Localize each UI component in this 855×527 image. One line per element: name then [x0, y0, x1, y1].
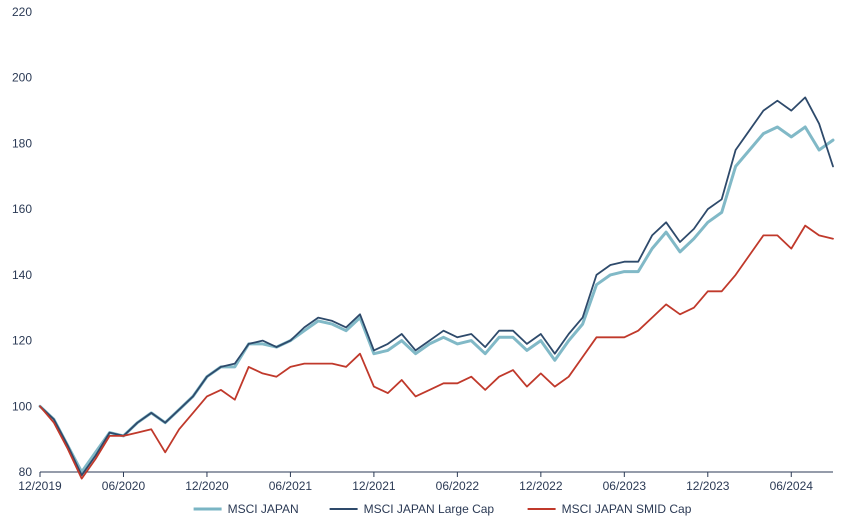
y-tick-label: 120: [12, 334, 32, 348]
x-tick-label: 12/2020: [185, 479, 229, 493]
x-tick-label: 12/2023: [686, 479, 730, 493]
y-tick-label: 180: [12, 136, 32, 150]
legend-label: MSCI JAPAN: [228, 502, 299, 516]
y-tick-label: 160: [12, 202, 32, 216]
x-tick-label: 06/2024: [770, 479, 814, 493]
x-tick-label: 12/2019: [18, 479, 62, 493]
x-tick-label: 06/2021: [269, 479, 313, 493]
x-tick-label: 12/2021: [352, 479, 396, 493]
x-tick-label: 06/2020: [102, 479, 146, 493]
y-tick-label: 100: [12, 399, 32, 413]
line-chart: 80 100 120 140 160 180 200 220 12/2019 06/2020 12/…: [0, 0, 855, 527]
x-tick-label: 12/2022: [519, 479, 563, 493]
y-tick-label: 140: [12, 268, 32, 282]
legend-label: MSCI JAPAN Large Cap: [364, 502, 495, 516]
x-tick-label: 06/2022: [436, 479, 480, 493]
y-tick-label: 220: [12, 5, 32, 19]
y-tick-label: 200: [12, 71, 32, 85]
legend-label: MSCI JAPAN SMID Cap: [562, 502, 692, 516]
x-tick-label: 06/2023: [603, 479, 647, 493]
y-tick-label: 80: [19, 465, 33, 479]
